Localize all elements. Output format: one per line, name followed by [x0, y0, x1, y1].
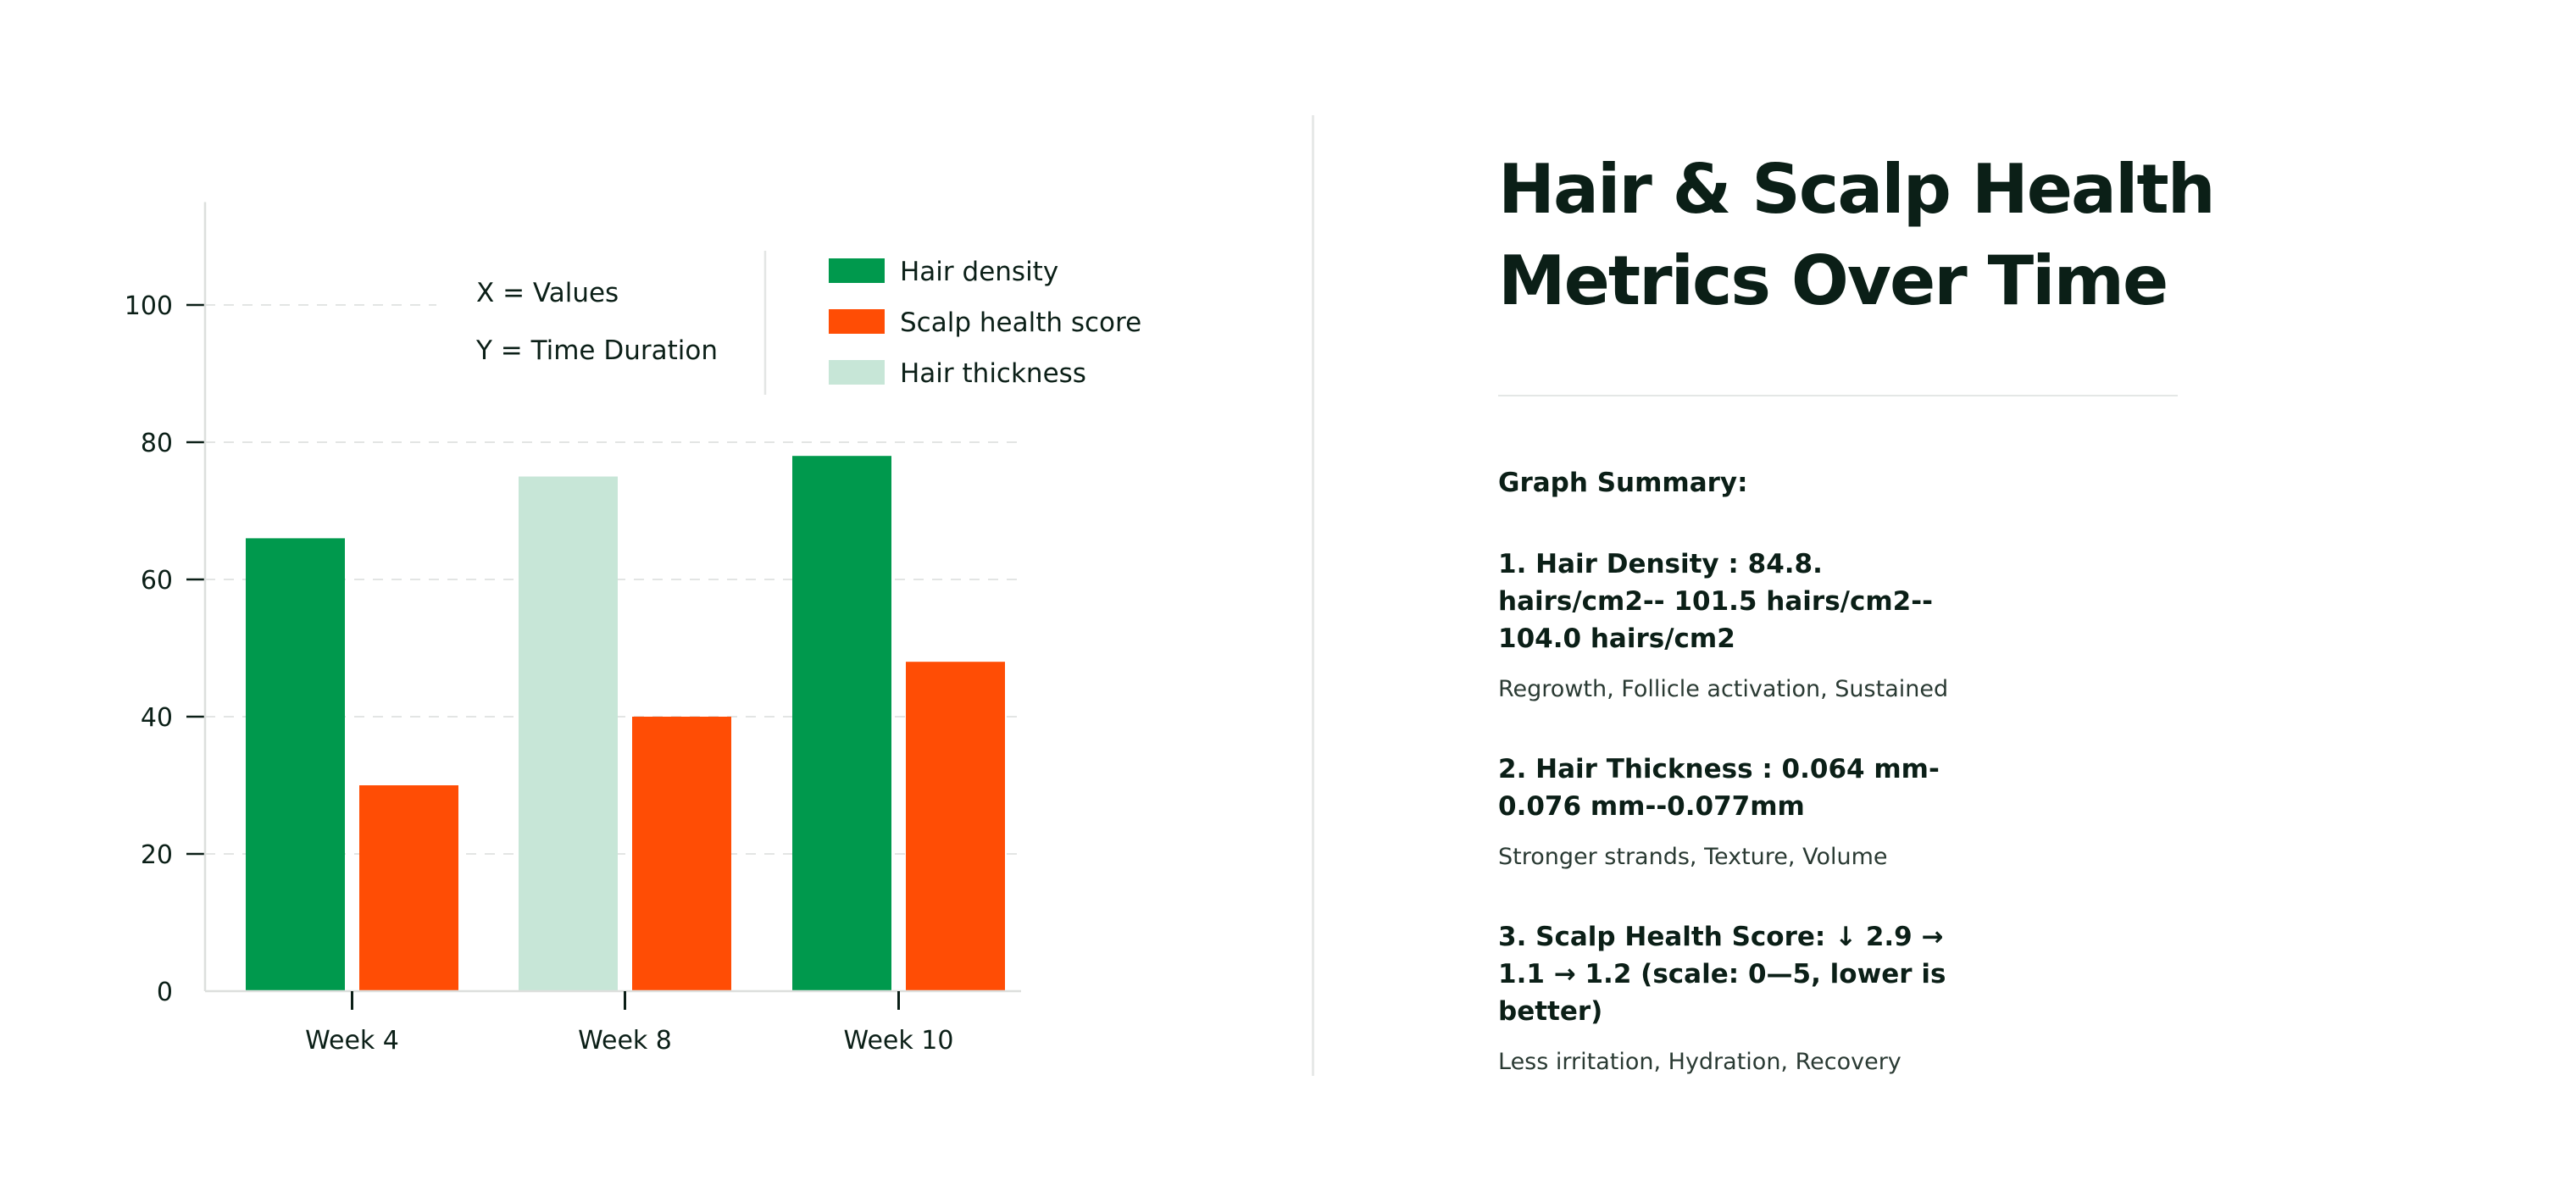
legend-swatch-scalp-health-score	[829, 309, 885, 334]
legend-label-hair-thickness: Hair thickness	[900, 358, 1086, 389]
bar-week-4-scalp-health-score	[359, 785, 458, 991]
metric-hair-thickness: 2. Hair Thickness : 0.064 mm-0.076 mm--0…	[1498, 751, 2430, 873]
bar-week-8-scalp-health-score	[632, 717, 731, 991]
vertical-divider	[1312, 115, 1314, 1076]
bar-chart: 0 20 40 60 80 100 Week 4 Week 8 Week 10 X = Value…	[125, 202, 1141, 1056]
page-title: Hair & Scalp Health Metrics Over Time	[1498, 150, 2216, 320]
y-tick-label: 80	[141, 429, 173, 458]
axis-note-line: X = Values	[476, 278, 619, 308]
bar-week-8-hair-thickness	[519, 476, 618, 991]
summary-panel: Hair & Scalp Health Metrics Over Time Gr…	[1498, 144, 2430, 1078]
x-tick-label: Week 10	[844, 1026, 954, 1056]
y-tick-label: 40	[141, 703, 173, 733]
legend-swatch-hair-density	[829, 258, 885, 283]
metric-hair-density: 1. Hair Density : 84.8. hairs/cm2-- 101.…	[1498, 546, 2430, 705]
y-tick-label: 100	[125, 291, 173, 321]
metric-tags: Stronger strands, Texture, Volume	[1498, 844, 1888, 870]
metric-title: 2. Hair Thickness : 0.064 mm-0.076 mm--0…	[1498, 754, 1940, 822]
metric-title: 1. Hair Density : 84.8. hairs/cm2-- 101.…	[1498, 549, 1933, 654]
axis-note-line: Y = Time Duration	[475, 335, 718, 366]
metric-title: 3. Scalp Health Score: ↓ 2.9 → 1.1 → 1.2…	[1498, 922, 1946, 1027]
x-tick-label: Week 4	[305, 1026, 399, 1056]
bar-week-4-hair-density	[246, 538, 345, 991]
title-divider	[1498, 395, 2178, 396]
legend-swatch-hair-thickness	[829, 360, 885, 385]
y-tick-label: 20	[141, 840, 173, 870]
bar-week-10-hair-density	[792, 456, 891, 991]
x-tick-label: Week 8	[578, 1026, 672, 1056]
y-tick-label: 60	[141, 566, 173, 596]
metric-scalp-health-score: 3. Scalp Health Score: ↓ 2.9 → 1.1 → 1.2…	[1498, 918, 2430, 1078]
legend-label-hair-density: Hair density	[900, 257, 1058, 287]
graph-summary-heading: Graph Summary:	[1498, 468, 1748, 498]
metric-tags: Regrowth, Follicle activation, Sustained	[1498, 676, 1949, 702]
legend-label-scalp-health-score: Scalp health score	[900, 308, 1141, 338]
bar-week-10-scalp-health-score	[906, 662, 1005, 991]
metric-tags: Less irritation, Hydration, Recovery	[1498, 1049, 1901, 1075]
y-tick-label: 0	[157, 978, 173, 1007]
